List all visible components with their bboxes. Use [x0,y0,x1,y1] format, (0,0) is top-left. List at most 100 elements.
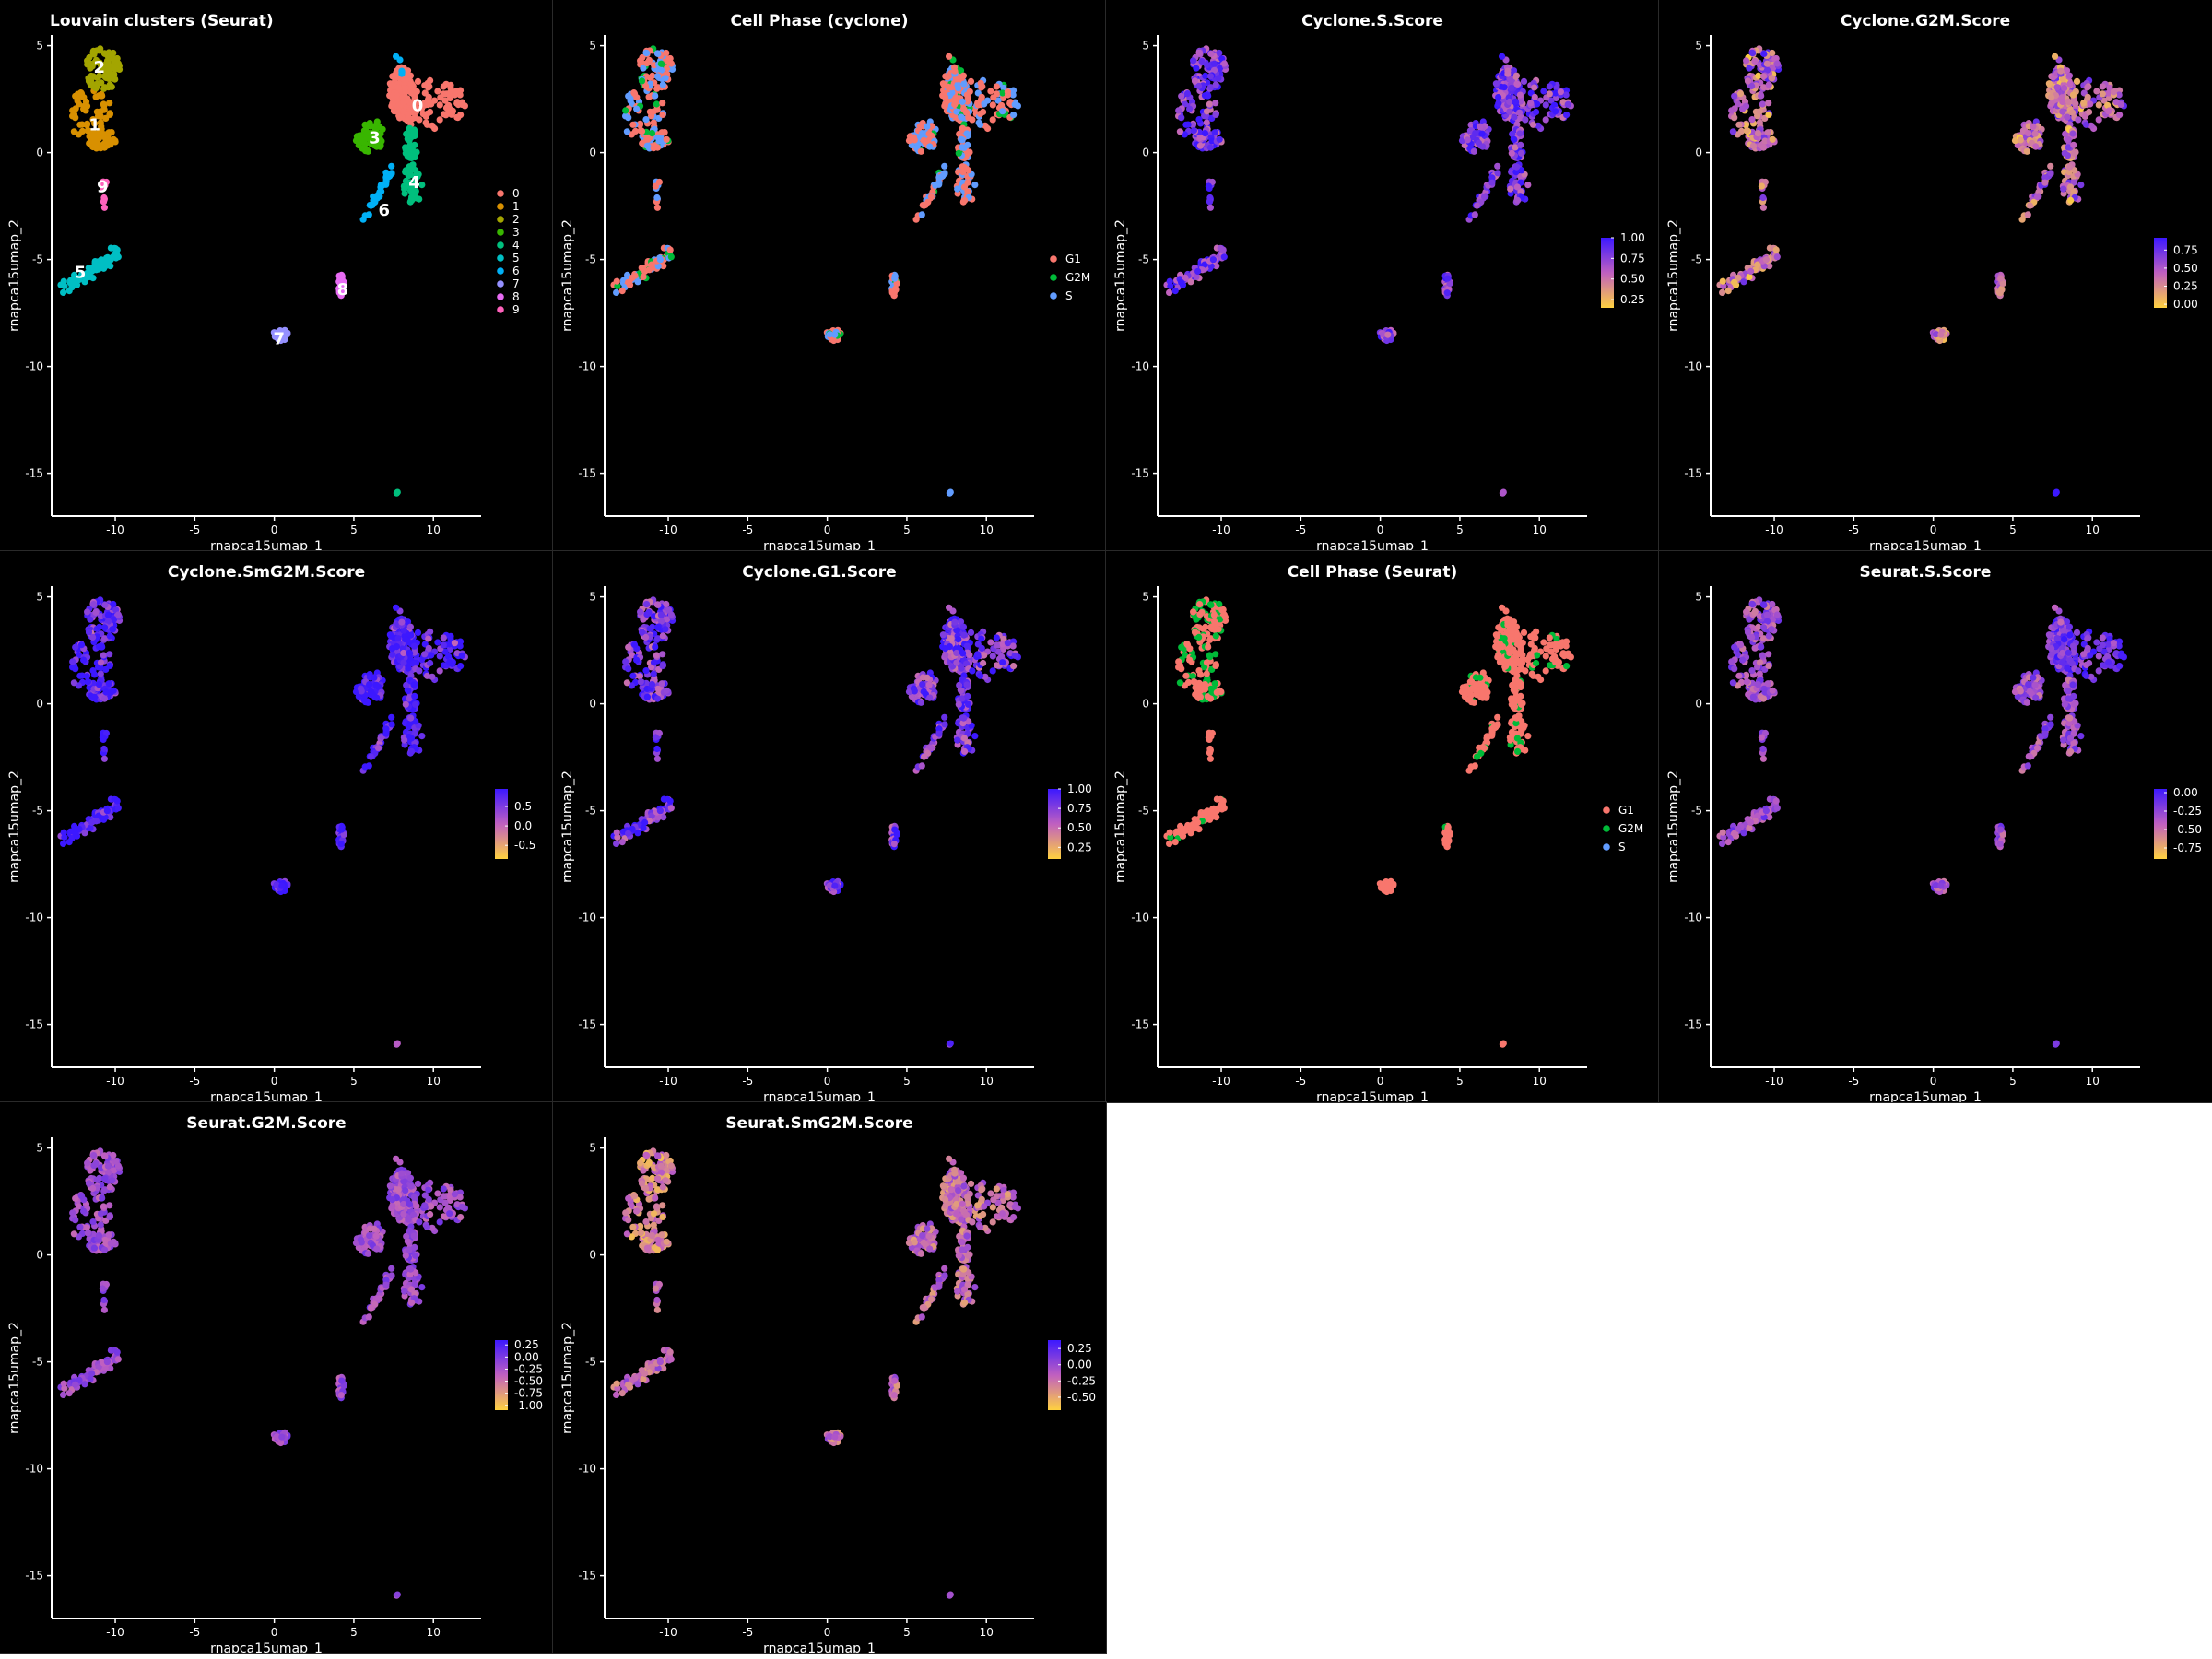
points-layer [57,45,468,497]
cell-point [1731,114,1738,122]
x-tick-label: 5 [903,524,911,536]
cell-point [1756,108,1764,115]
cell-point [393,53,400,60]
cell-point [652,734,659,741]
y-tick-label: 0 [1142,698,1149,711]
x-tick-label: -10 [106,524,124,536]
x-tick-label: -5 [1848,524,1859,536]
y-tick-label: 5 [1695,40,1702,53]
cell-point [2099,90,2106,98]
cell-point [981,652,988,659]
cell-point [406,169,414,176]
cell-point [1494,170,1501,177]
cell-point [2064,113,2071,121]
cluster-label: 9 [97,178,109,197]
cell-point [60,840,67,847]
cell-point [2093,88,2100,95]
cell-point [653,100,660,108]
cell-point [641,818,649,826]
cell-point [941,721,948,728]
cell-point [1766,263,1773,270]
cell-point [1211,680,1218,688]
cell-point [955,149,962,157]
cell-point [105,680,112,688]
y-tick-label: 5 [589,40,596,53]
cell-point [2017,136,2024,144]
cell-point [1552,641,1559,648]
cell-point [110,135,117,143]
cell-point [658,129,665,136]
cell-point [2065,72,2073,79]
y-tick-label: -10 [25,360,43,373]
cell-point [393,604,400,611]
cell-point [457,112,465,119]
cell-point [2066,80,2074,88]
cell-point [959,720,967,727]
cell-point [927,194,935,201]
cell-point [2084,84,2091,91]
cell-point [72,278,79,286]
cell-point [106,81,113,88]
legend-label: 9 [512,303,520,316]
cell-point [2104,101,2112,109]
x-tick-label: -5 [742,524,753,536]
cell-point [406,695,413,702]
cell-point [942,651,949,658]
cell-point [1552,108,1559,115]
cell-point [1724,288,1732,295]
cell-point [273,331,280,338]
cell-point [1531,635,1538,642]
cell-point [1531,644,1538,652]
cell-point [400,98,407,106]
cell-point [76,825,83,832]
cell-point [960,80,968,88]
cell-point [999,94,1006,102]
cell-point [634,278,641,286]
x-tick-label: 5 [903,1075,911,1088]
cell-point [1508,149,1515,157]
cell-point [2099,83,2106,90]
cell-point [412,149,419,157]
cell-point [633,105,641,112]
cell-point [358,688,365,695]
cell-point [95,130,103,137]
x-tick-label: 10 [2086,524,2100,536]
chart-title: Louvain clusters (Seurat) [50,12,274,30]
cell-point [2117,100,2124,108]
cell-point [2045,80,2053,88]
cell-point [90,601,98,608]
cell-point [999,641,1006,648]
cell-point [114,60,122,67]
cell-point [641,267,649,275]
cell-point [636,673,643,680]
cell-point [102,688,110,696]
cell-point [953,76,960,83]
cell-point [987,88,994,95]
cell-point [1527,651,1535,658]
cell-point [1522,667,1529,675]
cell-point [999,89,1006,97]
cell-point [926,694,934,701]
cell-point [625,665,632,673]
cell-point [90,142,98,149]
cell-point [1379,331,1386,338]
cell-point [1513,631,1521,639]
cell-point [648,261,655,268]
cell-point [402,85,409,92]
cell-point [654,84,662,91]
cell-point [959,649,966,656]
cell-point [1546,634,1553,641]
cell-point [890,841,898,848]
cell-point [657,60,665,67]
y-tick-label: -5 [585,253,596,266]
cell-point [978,84,985,91]
legend-label: 6 [512,265,520,277]
cell-point [618,839,626,846]
y-tick-label: -15 [1684,467,1702,480]
cell-point [1506,659,1513,666]
cell-point [951,67,959,75]
cell-point [1747,267,1755,275]
cell-point [2059,98,2066,106]
cell-point [917,147,924,155]
cell-point [1746,273,1753,280]
